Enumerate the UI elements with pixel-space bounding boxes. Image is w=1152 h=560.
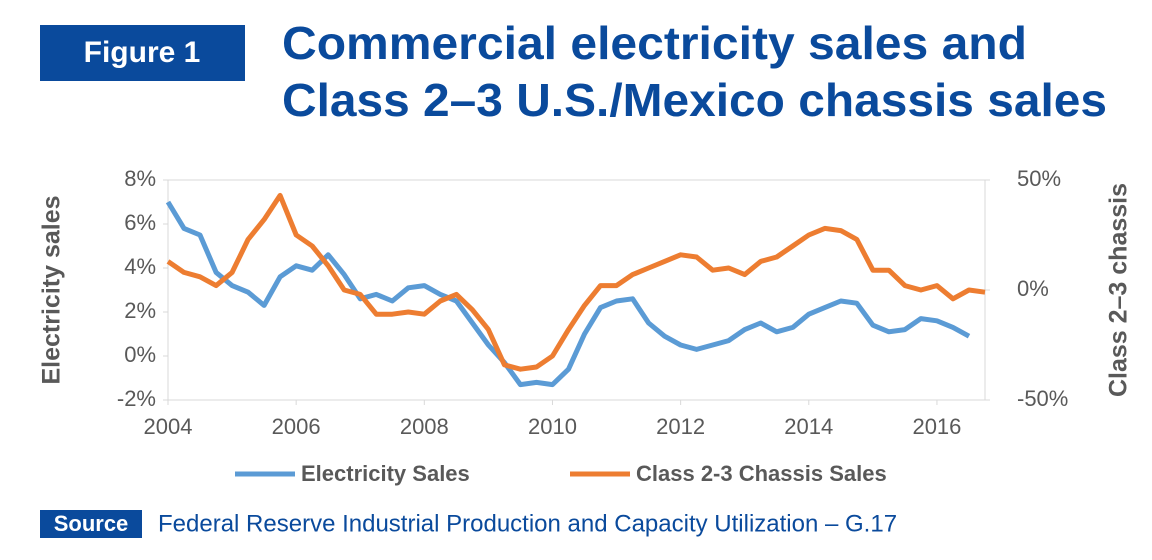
y-tick-label: 6%: [124, 210, 156, 235]
legend-label: Electricity Sales: [301, 461, 470, 486]
series-line: [165, 200, 971, 388]
series-line: [166, 192, 986, 372]
source-badge: [40, 510, 142, 538]
source-text: Federal Reserve Industrial Production an…: [158, 510, 897, 537]
y-tick-label: -2%: [117, 386, 156, 411]
x-tick-label: 2004: [144, 414, 193, 439]
y2-axis-title: Class 2–3 chassis: [1105, 183, 1133, 397]
plot-frame: [167, 179, 986, 401]
chart-title: Commercial electricity sales and: [282, 17, 1027, 69]
y-tick-label: 8%: [124, 166, 156, 191]
figure-label: Figure 1: [84, 36, 201, 69]
y-tick-label: 2%: [124, 298, 156, 323]
source-label: Source: [54, 511, 129, 536]
x-tick-label: 2012: [656, 414, 705, 439]
y2-tick-label: -50%: [1017, 386, 1068, 411]
y2-tick-label: 0%: [1017, 276, 1049, 301]
legend-label: Class 2-3 Chassis Sales: [636, 461, 887, 486]
figure-badge: [40, 25, 245, 81]
x-tick-label: 2014: [784, 414, 833, 439]
y2-tick-label: 50%: [1017, 166, 1061, 191]
chart-title: Class 2–3 U.S./Mexico chassis sales: [282, 74, 1107, 126]
y-axis-title: Electricity sales: [38, 195, 66, 384]
y-tick-label: 4%: [124, 254, 156, 279]
x-tick-label: 2016: [912, 414, 961, 439]
y-tick-label: 0%: [124, 342, 156, 367]
x-tick-label: 2010: [528, 414, 577, 439]
x-tick-label: 2006: [272, 414, 321, 439]
x-tick-label: 2008: [400, 414, 449, 439]
